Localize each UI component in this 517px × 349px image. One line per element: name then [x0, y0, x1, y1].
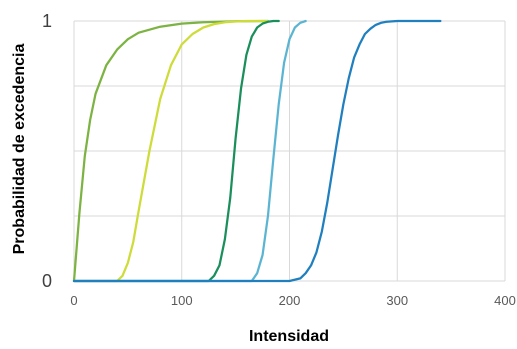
y-tick-labels: 01 — [42, 11, 52, 291]
y-tick-label: 1 — [42, 11, 52, 31]
series-line-1 — [72, 19, 270, 283]
grid — [73, 20, 506, 282]
series-line-2 — [72, 19, 270, 283]
x-tick-labels: 0 100 200 300 400 — [70, 293, 515, 308]
x-tick-label: 100 — [171, 293, 193, 308]
x-tick-label: 400 — [494, 293, 516, 308]
x-axis-title: Intensidad — [249, 328, 329, 345]
y-tick-label: 0 — [42, 271, 52, 291]
series-line-5 — [72, 19, 442, 283]
x-tick-label: 300 — [386, 293, 408, 308]
y-axis-title: Probabilidad de excedencia — [11, 44, 28, 255]
series-line-4 — [72, 19, 307, 283]
x-tick-label: 200 — [279, 293, 301, 308]
series-line-3 — [72, 19, 280, 283]
series-layer — [72, 19, 442, 283]
x-tick-label: 0 — [70, 293, 77, 308]
